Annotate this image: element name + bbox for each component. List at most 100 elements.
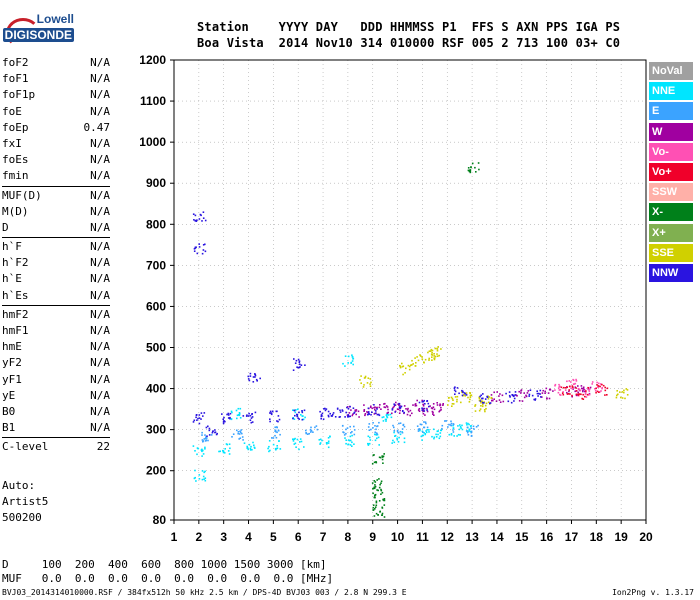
echo-point — [482, 393, 484, 395]
echo-point — [250, 421, 253, 424]
echo-point — [208, 434, 211, 436]
echo-point — [198, 474, 201, 476]
echo-point — [207, 439, 209, 442]
echo-point — [202, 211, 205, 213]
echo-point — [546, 397, 548, 399]
legend-item: W — [649, 122, 693, 141]
echo-point — [588, 392, 591, 395]
echo-point — [481, 397, 484, 400]
echo-point — [327, 446, 330, 449]
echo-point — [509, 396, 511, 398]
echo-point — [597, 386, 599, 388]
echo-point — [294, 362, 297, 364]
echo-point — [293, 438, 295, 440]
echo-point — [367, 412, 370, 414]
echo-point — [239, 407, 242, 410]
echo-point — [279, 448, 282, 450]
echo-point — [348, 412, 351, 414]
echo-point — [227, 417, 230, 419]
parameter-label: h`E — [2, 272, 22, 286]
echo-point — [428, 350, 431, 352]
echo-point — [249, 372, 252, 375]
echo-point — [433, 436, 436, 439]
echo-point — [602, 384, 605, 387]
echo-point — [544, 390, 546, 393]
echo-point — [435, 436, 438, 438]
echo-point — [360, 382, 362, 384]
echo-point — [398, 436, 400, 439]
echo-point — [582, 389, 584, 392]
echo-point — [542, 389, 544, 392]
echo-point — [378, 421, 380, 424]
echo-point — [378, 486, 381, 489]
parameter-value: N/A — [90, 272, 110, 286]
echo-point — [393, 430, 396, 432]
echo-point — [381, 456, 384, 458]
echo-point — [417, 359, 420, 362]
echo-point — [575, 394, 578, 397]
echo-point — [370, 405, 372, 408]
echo-point — [437, 433, 439, 436]
parameter-label: foF1 — [2, 72, 29, 86]
echo-point — [394, 434, 397, 437]
echo-point — [275, 410, 278, 413]
parameter-value: N/A — [90, 324, 110, 337]
echo-point — [196, 252, 199, 255]
echo-point — [621, 397, 624, 399]
echo-point — [224, 448, 226, 450]
echo-point — [541, 396, 543, 398]
echo-point — [601, 387, 603, 390]
echo-point — [198, 478, 201, 480]
echo-point — [623, 391, 625, 394]
x-tick-label: 2 — [195, 530, 202, 544]
echo-point — [415, 404, 418, 407]
parameter-value: N/A — [90, 153, 110, 167]
echo-point — [447, 426, 449, 428]
echo-point — [358, 416, 360, 418]
parameter-label: C-level — [2, 440, 49, 454]
echo-point — [454, 386, 456, 388]
echo-point — [448, 423, 450, 426]
echo-point — [422, 412, 425, 415]
echo-point — [453, 389, 456, 391]
echo-point — [528, 393, 531, 396]
echo-point — [293, 443, 296, 445]
echo-point — [465, 422, 468, 424]
parameter-row: foE N/A — [2, 104, 110, 120]
echo-point — [398, 404, 400, 406]
echo-point — [200, 449, 203, 451]
echo-point — [381, 416, 384, 419]
echo-point — [369, 406, 372, 409]
echo-point — [295, 359, 298, 362]
echo-point — [537, 392, 540, 395]
echo-point — [403, 405, 406, 407]
polarization-legend: NoVal NNE E W Vo- Vo+ SSW X- X+ SSE NNW — [649, 62, 693, 284]
parameter-divider — [2, 237, 110, 239]
echo-point — [297, 417, 299, 419]
echo-point — [619, 391, 621, 393]
echo-point — [582, 393, 584, 396]
echo-point — [450, 422, 453, 425]
echo-point — [518, 390, 520, 393]
echo-point — [481, 400, 484, 403]
echo-point — [560, 386, 563, 389]
echo-point — [194, 214, 197, 217]
echo-point — [453, 435, 455, 437]
echo-point — [377, 489, 379, 492]
echo-point — [431, 359, 433, 361]
echo-point — [402, 424, 404, 426]
parameter-row: foF1 N/A — [2, 71, 110, 87]
echo-point — [269, 412, 271, 414]
echo-point — [427, 351, 429, 354]
echo-point — [223, 452, 226, 454]
echo-point — [221, 413, 223, 415]
echo-point — [465, 394, 468, 396]
echo-point — [202, 217, 205, 219]
parameter-value: N/A — [90, 388, 110, 402]
echo-point — [352, 363, 354, 366]
echo-point — [198, 218, 201, 220]
legend-item: SSE — [649, 243, 693, 262]
echo-point — [464, 393, 467, 395]
echo-point — [374, 439, 377, 442]
echo-point — [310, 431, 312, 433]
